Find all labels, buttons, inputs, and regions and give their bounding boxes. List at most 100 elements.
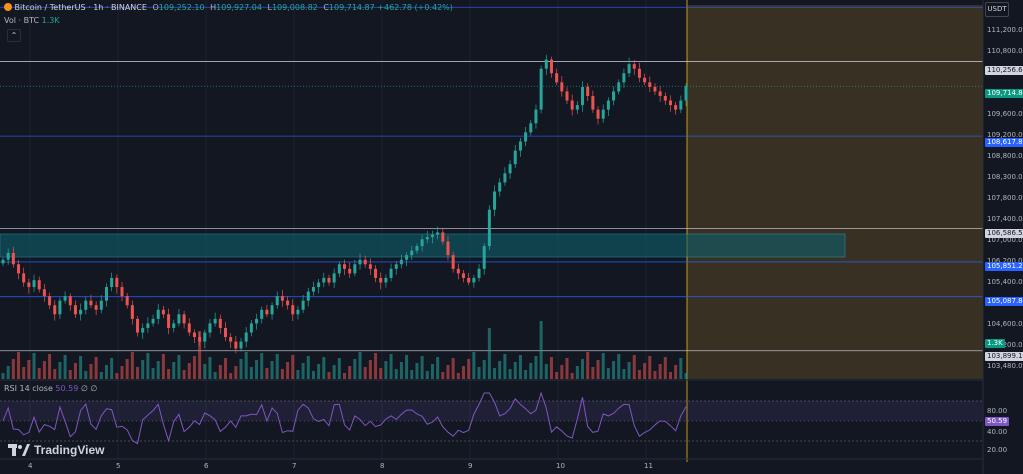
volume-bar <box>581 359 585 379</box>
candle-body <box>187 323 191 333</box>
currency-button[interactable]: USDT <box>985 2 1009 17</box>
volume-bar <box>498 361 502 379</box>
grid <box>29 0 647 459</box>
candle-body <box>203 332 207 342</box>
candle-body <box>136 318 140 333</box>
price-axis-label: 109,200.00 <box>987 131 1023 139</box>
price-axis-label: 108,800.00 <box>987 152 1023 160</box>
candle-body <box>255 318 259 324</box>
time-axis-label: 11 <box>644 462 653 470</box>
volume-bar <box>399 362 403 379</box>
volume-bar <box>125 359 129 379</box>
volume-bar <box>524 370 528 379</box>
volume-bar <box>151 368 155 379</box>
candle-body <box>487 209 491 247</box>
candle-body <box>120 287 124 297</box>
volume-bar <box>348 366 352 379</box>
volume-bar <box>115 373 119 379</box>
high-label: H <box>210 3 217 12</box>
volume-bar <box>612 361 616 379</box>
candle-body <box>301 300 305 310</box>
volume-bar <box>141 360 145 379</box>
volume-bar <box>477 367 481 379</box>
volume-bar <box>218 365 222 379</box>
volume-bar <box>637 370 641 379</box>
candle-body <box>141 327 145 333</box>
volume-bar <box>368 360 372 379</box>
volume-bar <box>301 363 305 379</box>
candle-body <box>358 259 362 265</box>
volume-bar <box>37 368 41 379</box>
candle-body <box>606 100 610 110</box>
candle-body <box>632 64 636 69</box>
candle-body <box>467 277 471 283</box>
candle-body <box>425 236 429 240</box>
symbol-legend[interactable]: Bitcoin / TetherUS · 1h · BINANCE O109,2… <box>4 2 453 14</box>
candle-body <box>192 332 196 338</box>
volume-bar <box>79 356 83 379</box>
candle-body <box>223 327 227 338</box>
volume-bar <box>353 359 357 379</box>
candle-body <box>260 309 264 319</box>
volume-bar <box>472 352 476 379</box>
candle-body <box>213 318 217 324</box>
candle-body <box>668 100 672 106</box>
low-value: 109,008.82 <box>271 3 318 12</box>
volume-bar <box>244 352 248 379</box>
price-tag: 1.3K <box>985 339 1005 348</box>
tradingview-logo-text: TradingView <box>34 443 105 457</box>
candle-body <box>353 264 357 274</box>
volume-bar <box>415 363 419 379</box>
volume-bar <box>643 363 647 379</box>
candle-body <box>161 309 165 315</box>
candle-body <box>622 73 626 83</box>
volume-bar <box>674 365 678 379</box>
volume-bar <box>223 358 227 379</box>
volume-bar <box>518 355 522 379</box>
volume-value: 1.3K <box>41 16 60 25</box>
volume-bar <box>684 373 688 379</box>
collapse-legend-button[interactable]: ⌃ <box>7 29 21 42</box>
candle-body <box>374 268 378 278</box>
candle-body <box>451 255 455 269</box>
candle-body <box>415 246 419 251</box>
candle-body <box>643 77 647 83</box>
candle-body <box>565 91 569 101</box>
candle-body <box>472 277 476 283</box>
volume-bar <box>668 372 672 379</box>
volume-bar <box>104 365 108 379</box>
volume-bar <box>549 357 553 379</box>
candle-body <box>394 264 398 269</box>
volume-bar <box>493 368 497 379</box>
candle-body <box>291 305 295 315</box>
candle-body <box>617 82 621 92</box>
volume-bar <box>84 371 88 379</box>
horizontal-lines <box>0 6 983 352</box>
candle-body <box>280 296 284 301</box>
volume-legend[interactable]: Vol · BTC 1.3K <box>4 15 60 27</box>
volume-bar <box>275 354 279 379</box>
volume-bar <box>622 369 626 379</box>
candle-body <box>663 95 667 101</box>
candle-body <box>17 264 21 274</box>
candle-body <box>348 268 352 274</box>
volume-bar <box>430 364 434 379</box>
candle-body <box>601 109 605 119</box>
candle-body <box>218 318 222 328</box>
volume-bar <box>203 364 207 379</box>
high-value: 109,927.04 <box>216 3 262 12</box>
rsi-legend[interactable]: RSI 14 close 50.59 ∅ ∅ <box>4 384 97 394</box>
candle-body <box>679 100 683 110</box>
volume-bar <box>513 362 517 379</box>
volume-bar <box>394 369 398 379</box>
volume-bar <box>539 321 543 379</box>
volume-bar <box>99 372 103 379</box>
volume-bar <box>187 363 191 379</box>
volume-bar <box>63 355 67 379</box>
tradingview-logo[interactable]: TradingView <box>8 442 104 458</box>
volume-bar <box>286 362 290 379</box>
volume-bar <box>48 354 52 379</box>
volume-bar <box>265 368 269 379</box>
candle-body <box>389 268 393 278</box>
